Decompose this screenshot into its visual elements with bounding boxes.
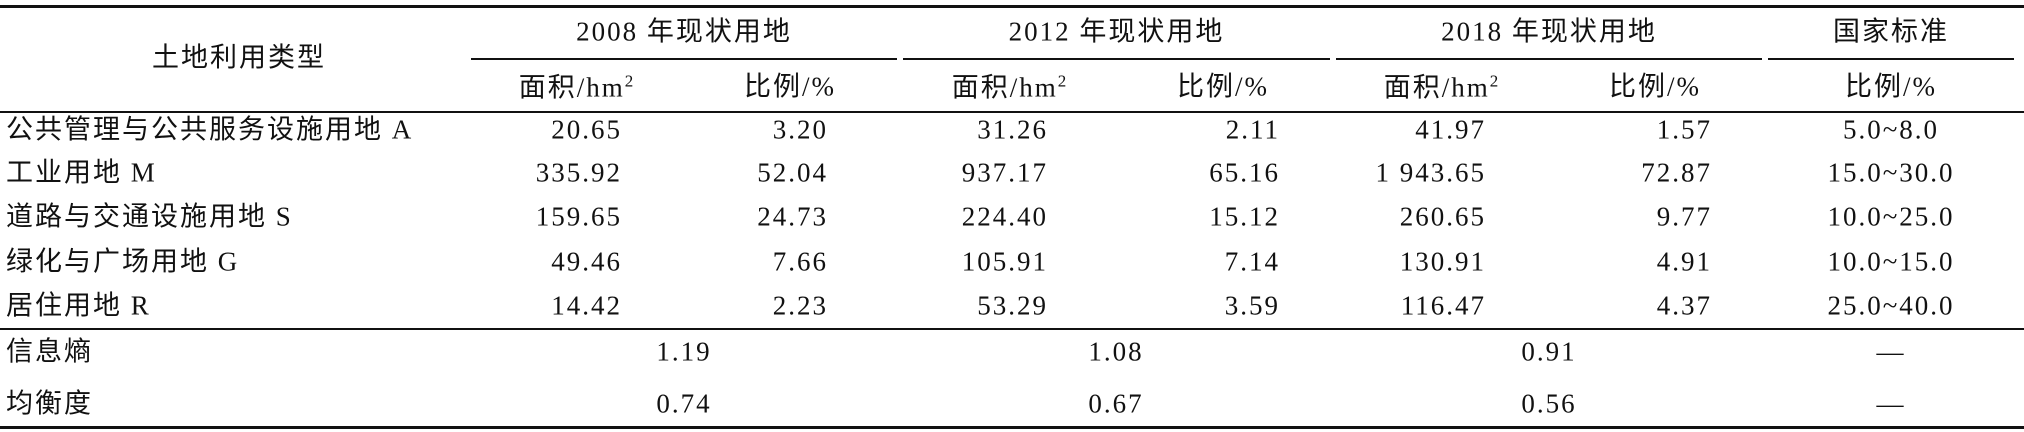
row-label-header: 土地利用类型: [152, 42, 326, 73]
row-label: 居住用地 R: [6, 290, 151, 321]
cell: 2.23: [772, 290, 828, 321]
row-label: 均衡度: [6, 388, 93, 419]
cell: 14.42: [551, 290, 622, 321]
cell: 49.46: [551, 246, 622, 277]
sub-header: 面积/hm2: [951, 71, 1069, 103]
cell: 116.47: [1400, 290, 1486, 321]
cell: 10.0~15.0: [1827, 246, 1955, 277]
cell: 24.73: [757, 201, 828, 232]
cell: 335.92: [535, 157, 622, 188]
sub-header: 面积/hm2: [1383, 71, 1501, 103]
rule: [903, 58, 1330, 60]
cell: —: [1876, 388, 1906, 419]
row-label: 绿化与广场用地 G: [6, 246, 240, 277]
rule: [0, 328, 2024, 330]
cell: 4.37: [1656, 290, 1712, 321]
sub-header: 比例/%: [1177, 71, 1269, 102]
cell: 0.74: [656, 388, 712, 419]
superscript: 2: [624, 71, 636, 91]
row-label: 信息熵: [6, 336, 93, 367]
superscript: 2: [1057, 71, 1069, 91]
row-label: 道路与交通设施用地 S: [6, 201, 293, 232]
cell: 0.67: [1088, 388, 1144, 419]
cell: 15.0~30.0: [1827, 157, 1955, 188]
cell: 260.65: [1399, 201, 1486, 232]
row-label: 公共管理与公共服务设施用地 A: [6, 114, 414, 145]
cell: 53.29: [977, 290, 1048, 321]
cell: 9.77: [1656, 201, 1712, 232]
cell: 1.19: [656, 336, 712, 367]
sub-header: 比例/%: [1845, 71, 1937, 102]
cell: 1 943.65: [1375, 157, 1486, 188]
rule: [0, 5, 2024, 8]
group-header: 2008 年现状用地: [576, 16, 792, 47]
group-header: 国家标准: [1833, 16, 1949, 47]
rule: [0, 111, 2024, 113]
row-label: 工业用地 M: [6, 157, 157, 188]
sub-header: 比例/%: [1609, 71, 1701, 102]
cell: 224.40: [961, 201, 1048, 232]
group-header: 2012 年现状用地: [1008, 16, 1225, 47]
cell: 7.66: [772, 246, 828, 277]
cell: 3.20: [772, 114, 828, 145]
cell: 937.17: [961, 157, 1048, 188]
cell: 31.26: [977, 114, 1048, 145]
cell: 159.65: [535, 201, 622, 232]
sub-header: 比例/%: [744, 71, 836, 102]
superscript: 2: [1489, 71, 1501, 91]
cell: 65.16: [1209, 157, 1280, 188]
cell: 130.91: [1399, 246, 1486, 277]
cell: 0.91: [1521, 336, 1577, 367]
cell: —: [1876, 336, 1906, 367]
cell: 0.56: [1521, 388, 1577, 419]
cell: 1.57: [1656, 114, 1712, 145]
group-header: 2018 年现状用地: [1441, 16, 1657, 47]
cell: 25.0~40.0: [1827, 290, 1955, 321]
cell: 52.04: [757, 157, 828, 188]
cell: 20.65: [551, 114, 622, 145]
sub-header: 面积/hm2: [518, 71, 636, 103]
rule: [0, 426, 2024, 429]
cell: 10.0~25.0: [1827, 201, 1955, 232]
rule: [1336, 58, 1762, 60]
cell: 2.11: [1225, 114, 1280, 145]
cell: 72.87: [1641, 157, 1712, 188]
cell: 7.14: [1224, 246, 1280, 277]
cell: 105.91: [961, 246, 1048, 277]
cell: 15.12: [1209, 201, 1280, 232]
rule: [471, 58, 897, 60]
cell: 3.59: [1224, 290, 1280, 321]
cell: 4.91: [1656, 246, 1712, 277]
rule: [1768, 58, 2014, 60]
cell: 41.97: [1415, 114, 1486, 145]
cell: 5.0~8.0: [1842, 114, 1940, 145]
cell: 1.08: [1088, 336, 1144, 367]
